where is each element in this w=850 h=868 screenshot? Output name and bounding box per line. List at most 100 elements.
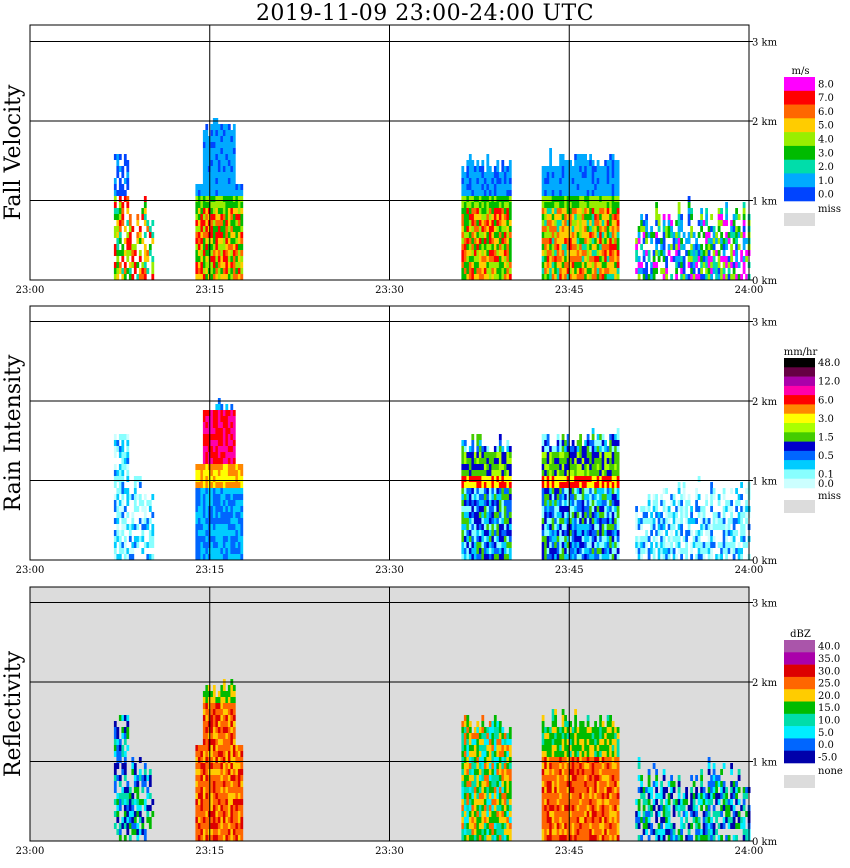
rain-echo-cell (212, 512, 216, 518)
refl-echo-cell (136, 835, 140, 841)
refl-echo-cell (496, 781, 500, 787)
rain-echo-cell (581, 458, 585, 464)
refl-echo-cell (205, 769, 209, 775)
fall-echo-cell (498, 250, 502, 256)
rain-echo-cell (574, 512, 577, 518)
refl-echo-cell (123, 835, 127, 841)
fall-echo-cell (197, 256, 201, 262)
refl-echo-cell (210, 787, 214, 793)
refl-echo-cell (200, 799, 204, 805)
rain-echo-cell (212, 530, 216, 536)
fall-echo-cell (473, 262, 477, 268)
rain-echo-cell (136, 494, 140, 500)
fall-echo-cell (569, 208, 572, 214)
refl-echo-cell (498, 799, 502, 805)
rain-echo-cell (576, 536, 580, 542)
refl-echo-cell (473, 793, 477, 799)
fall-echo-cell (118, 196, 122, 202)
fall-echo-cell (481, 250, 485, 256)
refl-echo-cell (210, 781, 214, 787)
fall-echo-cell (601, 178, 605, 184)
fall-echo-cell (672, 232, 676, 238)
rain-echo-cell (682, 506, 686, 512)
rain-echo-cell (599, 536, 602, 542)
fall-echo-cell (579, 262, 582, 268)
refl-echo-cell (463, 751, 467, 757)
rain-echo-cell (133, 524, 137, 530)
fall-echo-cell (240, 238, 244, 244)
refl-echo-cell (230, 829, 234, 835)
refl-echo-cell (466, 745, 470, 751)
fall-echo-cell (195, 214, 199, 220)
rain-echo-cell (148, 536, 152, 542)
rain-echo-cell (235, 542, 239, 548)
rain-echo-cell (215, 500, 219, 506)
rain-echo-cell (569, 530, 572, 536)
refl-echo-cell (202, 787, 206, 793)
refl-echo-cell (476, 775, 480, 781)
rain-echo-cell (677, 542, 681, 548)
fall-echo-cell (222, 208, 226, 214)
rain-ytick-label: 3 km (752, 318, 778, 329)
refl-echo-cell (205, 739, 209, 745)
fall-echo-cell (501, 262, 505, 268)
refl-echo-cell (222, 745, 226, 751)
fall-echo-cell (544, 262, 547, 268)
rain-echo-cell (230, 524, 234, 530)
fall-echo-cell (616, 190, 620, 196)
rain-echo-cell (616, 488, 620, 494)
fall-echo-cell (212, 148, 216, 154)
rain-echo-cell (564, 494, 567, 500)
refl-echo-cell (240, 829, 244, 835)
rain-echo-cell (123, 536, 127, 542)
refl-echo-cell (240, 787, 244, 793)
refl-echo-cell (508, 763, 512, 769)
rain-echo-cell (195, 554, 199, 560)
refl-echo-cell (240, 799, 244, 805)
refl-echo-cell (471, 811, 475, 817)
fall-echo-cell (227, 274, 231, 280)
refl-echo-cell (202, 763, 206, 769)
rain-echo-cell (564, 536, 567, 542)
fall-echo-cell (217, 190, 221, 196)
rain-echo-cell (483, 452, 487, 458)
rain-echo-cell (576, 440, 580, 446)
fall-echo-cell (232, 226, 236, 232)
rain-echo-cell (642, 536, 646, 542)
rain-echo-cell (677, 482, 681, 488)
fall-echo-cell (586, 214, 590, 220)
rain-echo-cell (483, 518, 487, 524)
rain-echo-cell (478, 434, 482, 440)
fall-echo-cell (549, 154, 552, 160)
fall-echo-cell (569, 262, 572, 268)
rain-echo-cell (551, 482, 555, 488)
refl-echo-cell (205, 805, 209, 811)
fall-echo-cell (471, 274, 475, 280)
fall-echo-cell (717, 268, 721, 274)
rain-echo-cell (670, 524, 673, 530)
rain-echo-cell (725, 530, 728, 536)
refl-echo-cell (463, 781, 467, 787)
fall-legend-label: 0.0 (818, 190, 834, 201)
rain-echo-cell (498, 512, 502, 518)
refl-echo-cell (220, 727, 224, 733)
refl-echo-cell (131, 829, 135, 835)
rain-echo-cell (148, 506, 152, 512)
rain-echo-cell (197, 488, 201, 494)
refl-echo-cell (476, 823, 480, 829)
fall-echo-cell (222, 172, 226, 178)
rain-echo-cell (200, 554, 204, 560)
fall-echo-cell (717, 262, 721, 268)
fall-echo-cell (508, 178, 512, 184)
fall-echo-cell (113, 154, 117, 160)
fall-echo-cell (569, 268, 572, 274)
fall-echo-cell (594, 178, 597, 184)
rain-echo-cell (212, 416, 216, 422)
refl-echo-cell (143, 829, 147, 835)
fall-echo-cell (235, 232, 239, 238)
rain-echo-cell (564, 440, 567, 446)
fall-echo-cell (604, 214, 607, 220)
fall-echo-cell (574, 220, 577, 226)
rain-echo-cell (210, 506, 214, 512)
fall-echo-cell (126, 178, 130, 184)
